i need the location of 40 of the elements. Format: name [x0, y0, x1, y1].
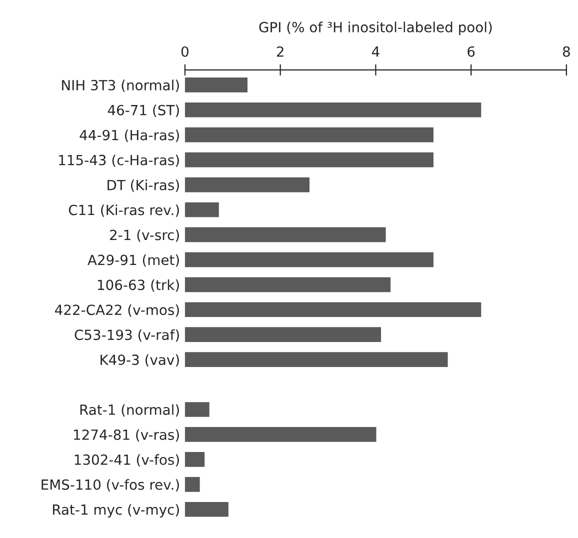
bar [184, 127, 434, 142]
y-tick-label: C11 (Ki-ras rev.) [68, 204, 179, 217]
y-tick-label: 422-CA22 (v-mos) [55, 304, 179, 317]
bar [184, 277, 391, 292]
y-tick-label: 1302-41 (v-fos) [74, 454, 179, 467]
y-tick-label: Rat-1 (normal) [80, 404, 179, 417]
y-tick-label: C53-193 (v-raf) [74, 329, 179, 342]
bar [184, 202, 219, 218]
bar [184, 402, 210, 417]
y-tick-label: Rat-1 myc (v-myc) [53, 504, 179, 518]
bar [184, 78, 248, 92]
bar [184, 152, 434, 168]
y-tick-label: EMS-110 (v-fos rev.) [42, 479, 179, 492]
y-tick-label: 44-91 (Ha-ras) [80, 130, 179, 142]
y-tick-label: K49-3 (vav) [100, 354, 179, 367]
bar [184, 502, 228, 517]
y-tick-label: 2-1 (v-src) [110, 229, 179, 242]
x-tick-label: 8 [562, 46, 570, 57]
bar [184, 327, 382, 342]
x-tick-label: 4 [372, 46, 380, 57]
y-tick-label: 115-43 (c-Ha-ras) [59, 154, 179, 167]
bar [184, 302, 482, 318]
y-tick-label: DT (Ki-ras) [108, 180, 179, 192]
bar [184, 452, 205, 467]
x-tick-label: 6 [468, 46, 475, 57]
bar [184, 227, 386, 242]
bar [184, 177, 310, 192]
bar [184, 352, 448, 367]
x-tick-label: 2 [276, 46, 284, 57]
bar [184, 252, 434, 268]
y-tick-label: NIH 3T3 (normal) [62, 80, 179, 92]
y-tick-label: 1274-81 (v-ras) [74, 429, 179, 442]
y-tick-label: 106-63 (trk) [98, 279, 179, 292]
bar [184, 476, 200, 492]
bar [184, 427, 376, 442]
y-tick-label: 46-71 (ST) [108, 104, 179, 117]
y-tick-label: A29-91 (met) [88, 254, 179, 267]
bar [184, 102, 482, 118]
x-tick-label: 0 [181, 46, 188, 57]
x-axis-title: GPI (% of ³H inositol-labeled pool) [259, 22, 492, 36]
